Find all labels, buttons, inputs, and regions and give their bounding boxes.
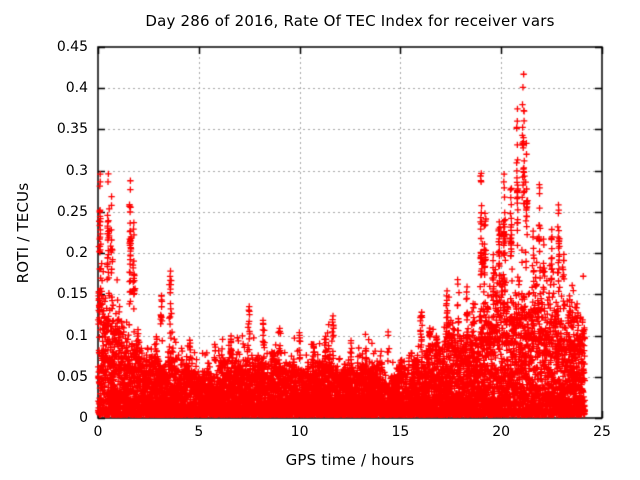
chart-title: Day 286 of 2016, Rate Of TEC Index for r… xyxy=(145,12,555,30)
y-axis-title: ROTI / TECUs xyxy=(14,182,32,284)
x-axis-title: GPS time / hours xyxy=(285,451,415,469)
